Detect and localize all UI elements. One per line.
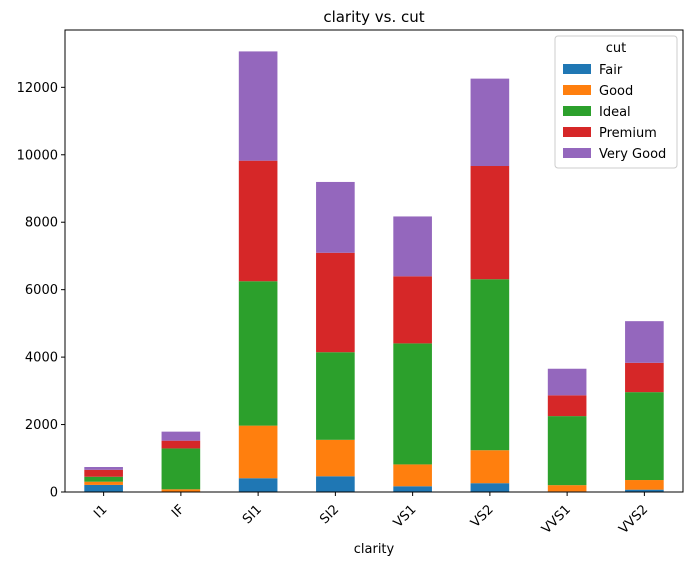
legend-label-fair: Fair: [599, 63, 623, 78]
bar-vs1-fair: [393, 486, 432, 492]
bar-si2-premium: [316, 252, 355, 353]
x-tick-label: I1: [91, 502, 110, 521]
x-tick-label: VVS2: [616, 502, 651, 537]
legend-label-very-good: Very Good: [599, 147, 666, 162]
x-tick-label: SI2: [317, 502, 342, 527]
bar-si1-very-good: [238, 51, 278, 161]
bar-vs2-good: [470, 450, 510, 484]
bar-i1-very-good: [84, 467, 123, 470]
chart-title: clarity vs. cut: [323, 8, 424, 26]
bar-vs1-very-good: [393, 216, 432, 277]
bar-if-good: [161, 489, 201, 492]
bar-si1-fair: [238, 478, 278, 492]
legend-swatch-ideal: [563, 106, 591, 116]
plot-frame: [64, 29, 684, 493]
legend-label-premium: Premium: [599, 126, 657, 141]
y-tick-label: 4000: [25, 351, 58, 366]
bar-vs2-very-good: [470, 78, 510, 167]
x-tick-label: IF: [169, 502, 188, 521]
bar-vvs2-premium: [625, 362, 664, 393]
legend-title: cut: [606, 41, 626, 56]
bar-vs1-premium: [393, 276, 432, 344]
bar-vvs1-premium: [547, 395, 587, 417]
legend: cut Fair Good Ideal Premium Very Good: [554, 35, 678, 169]
x-tick-label: VVS1: [539, 502, 574, 537]
y-tick-label: 10000: [17, 148, 58, 163]
bar-if-premium: [161, 440, 201, 449]
bar-i1-ideal: [84, 476, 123, 482]
bar-i1-good: [84, 481, 123, 485]
legend-swatch-very-good: [563, 148, 591, 158]
bar-vs2-fair: [470, 483, 510, 492]
legend-swatch-premium: [563, 127, 591, 137]
y-tick-label: 0: [50, 486, 58, 501]
bar-i1-fair: [84, 484, 123, 492]
legend-swatch-good: [563, 85, 591, 95]
bar-vvs2-very-good: [625, 321, 664, 363]
bar-if-ideal: [161, 448, 201, 490]
bars: [84, 51, 664, 492]
x-tick-label: VS2: [468, 502, 497, 531]
y-tick-label: 12000: [17, 81, 58, 96]
bar-si2-very-good: [316, 181, 355, 253]
x-tick-label: SI1: [240, 502, 265, 527]
y-tick-label: 6000: [25, 283, 58, 298]
x-tick-label: VS1: [391, 502, 420, 531]
bar-si1-ideal: [238, 281, 278, 426]
y-tick-label: 8000: [25, 216, 58, 231]
bar-vvs2-ideal: [625, 392, 664, 481]
bar-vvs1-ideal: [547, 416, 587, 486]
y-tick-label: 2000: [25, 418, 58, 433]
bar-vs1-ideal: [393, 343, 432, 465]
bar-vs2-premium: [470, 166, 510, 280]
legend-label-good: Good: [599, 84, 633, 99]
bar-i1-premium: [84, 469, 123, 477]
bar-vs1-good: [393, 464, 432, 487]
bar-si2-good: [316, 439, 355, 477]
bar-vvs2-fair: [625, 489, 664, 492]
bar-vvs1-good: [547, 485, 587, 492]
x-axis-label: clarity: [354, 542, 395, 557]
bar-si1-good: [238, 425, 278, 479]
legend-label-ideal: Ideal: [599, 105, 631, 120]
legend-swatch-fair: [563, 64, 591, 74]
bar-vvs1-very-good: [547, 368, 587, 396]
bar-vs2-ideal: [470, 279, 510, 451]
bar-vvs2-good: [625, 480, 664, 490]
bar-si2-fair: [316, 476, 355, 492]
bar-si1-premium: [238, 160, 278, 282]
bar-si2-ideal: [316, 352, 355, 440]
bar-if-very-good: [161, 431, 201, 441]
